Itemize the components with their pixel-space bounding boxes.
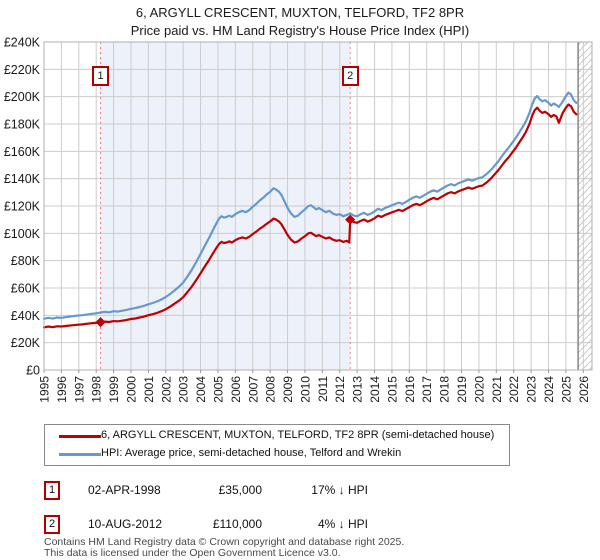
chart-legend: 6, ARGYLL CRESCENT, MUXTON, TELFORD, TF2… xyxy=(44,424,510,466)
y-axis-tick-label: £160K xyxy=(4,145,41,159)
hpi-line xyxy=(42,91,578,320)
x-axis-tick-label: 2015 xyxy=(385,376,399,403)
x-axis-tick-label: 2023 xyxy=(525,376,539,403)
sale-price: £35,000 xyxy=(218,483,262,497)
price-paid-line xyxy=(42,103,578,329)
copyright-line: Contains HM Land Registry data © Crown c… xyxy=(44,536,405,548)
x-axis-tick-label: 2006 xyxy=(229,376,243,403)
sale-table-row-2: 2 10-AUG-2012 £110,000 4% ↓ HPI xyxy=(0,515,600,534)
x-axis-tick-label: 1998 xyxy=(90,376,104,403)
sale-point-marker xyxy=(95,317,106,328)
x-axis-tick-label: 2018 xyxy=(438,376,452,403)
x-axis-tick-label: 2025 xyxy=(559,376,573,403)
sale-date: 02-APR-1998 xyxy=(88,483,161,497)
sale-date: 10-AUG-2012 xyxy=(88,517,163,531)
x-axis-tick-label: 2026 xyxy=(577,376,591,403)
y-axis-tick-label: £60K xyxy=(11,282,41,296)
y-axis-tick-label: £20K xyxy=(11,336,41,350)
x-axis-tick-label: 2005 xyxy=(211,376,225,403)
y-axis-tick-label: £220K xyxy=(4,63,41,77)
legend-item-hpi: HPI: Average price, semi-detached house,… xyxy=(45,445,509,463)
legend-label: 6, ARGYLL CRESCENT, MUXTON, TELFORD, TF2… xyxy=(101,429,495,441)
y-axis-tick-label: £40K xyxy=(11,309,41,323)
hpi-line-swatch xyxy=(59,453,101,456)
x-axis-tick-label: 2001 xyxy=(142,376,156,403)
x-axis-tick-label: 2022 xyxy=(507,376,521,403)
y-axis-tick-label: £180K xyxy=(4,118,41,132)
sale-annotation-flag-1: 1 xyxy=(92,66,110,86)
x-axis-tick-label: 2017 xyxy=(420,376,434,403)
y-axis-tick-label: £140K xyxy=(4,172,41,186)
sale-number-badge: 2 xyxy=(44,515,60,534)
x-axis-tick-label: 2021 xyxy=(490,376,504,403)
licence-line: This data is licensed under the Open Gov… xyxy=(44,547,341,559)
sale-point-marker xyxy=(345,214,356,225)
x-axis-tick-label: 2010 xyxy=(298,376,312,403)
x-axis-tick-label: 1995 xyxy=(38,376,52,403)
y-axis-tick-label: £0 xyxy=(26,364,40,378)
x-axis-tick-label: 2008 xyxy=(264,376,278,403)
sale-annotation-flag-2: 2 xyxy=(341,66,359,86)
x-axis-tick-label: 2014 xyxy=(368,376,382,403)
future-hatch-region xyxy=(578,42,592,370)
sale-hpi-diff: 17% ↓ HPI xyxy=(311,483,368,497)
x-axis-tick-label: 2004 xyxy=(194,376,208,403)
y-axis-tick-label: £200K xyxy=(4,90,41,104)
page-subtitle: Price paid vs. HM Land Registry's House … xyxy=(130,23,470,38)
x-axis-tick-label: 1996 xyxy=(55,376,69,403)
x-axis-tick-label: 2020 xyxy=(472,376,486,403)
price-paid-line-swatch xyxy=(59,435,101,438)
plot-border xyxy=(43,41,593,371)
y-axis-tick-label: £80K xyxy=(11,254,41,268)
x-axis-tick-label: 2009 xyxy=(281,376,295,403)
x-axis-tick-label: 2007 xyxy=(246,376,260,403)
y-axis-tick-label: £240K xyxy=(4,36,41,50)
sale-price: £110,000 xyxy=(212,517,262,531)
x-axis-tick-label: 2012 xyxy=(333,376,347,403)
x-axis-tick-label: 1997 xyxy=(72,376,86,403)
y-axis-tick-label: £100K xyxy=(4,227,41,241)
x-axis-tick-label: 2011 xyxy=(316,376,330,402)
x-axis-tick-label: 1999 xyxy=(107,376,121,403)
x-axis-tick-label: 2002 xyxy=(159,376,173,403)
legend-label: HPI: Average price, semi-detached house,… xyxy=(101,447,402,459)
x-axis-tick-label: 2016 xyxy=(403,376,417,403)
x-axis-tick-label: 2013 xyxy=(351,376,365,403)
x-axis-tick-label: 2019 xyxy=(455,376,469,403)
price-chart: £0 £20K £40K £60K £80K £100K £120K £140K £160K £1… xyxy=(4,36,593,403)
x-axis-tick-label: 2003 xyxy=(177,376,191,403)
sale-hpi-diff: 4% ↓ HPI xyxy=(317,517,368,531)
sale-number-badge: 1 xyxy=(44,481,60,500)
y-axis-tick-label: £120K xyxy=(4,200,41,214)
x-axis-tick-label: 2000 xyxy=(124,376,138,403)
sale-table-row-1: 1 02-APR-1998 £35,000 17% ↓ HPI xyxy=(0,481,600,500)
x-axis-tick-label: 2024 xyxy=(542,376,556,403)
page-title: 6, ARGYLL CRESCENT, MUXTON, TELFORD, TF2… xyxy=(135,5,465,20)
legend-item-price-paid: 6, ARGYLL CRESCENT, MUXTON, TELFORD, TF2… xyxy=(45,427,509,445)
